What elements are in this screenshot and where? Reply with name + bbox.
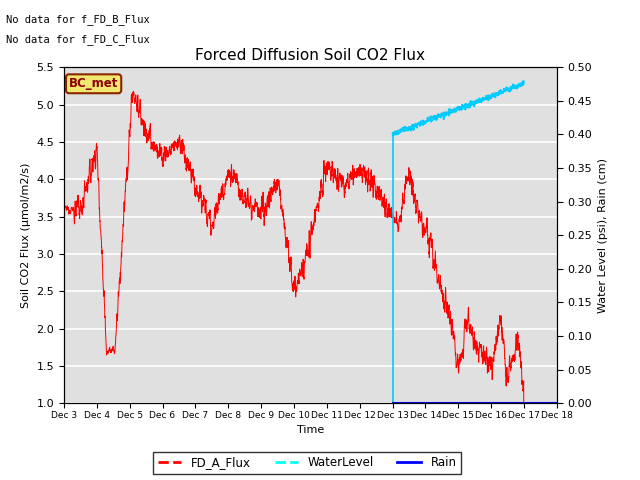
Legend: FD_A_Flux, WaterLevel, Rain: FD_A_Flux, WaterLevel, Rain xyxy=(153,452,461,474)
Text: No data for f_FD_C_Flux: No data for f_FD_C_Flux xyxy=(6,34,150,45)
Title: Forced Diffusion Soil CO2 Flux: Forced Diffusion Soil CO2 Flux xyxy=(195,48,426,63)
Y-axis label: Soil CO2 Flux (μmol/m2/s): Soil CO2 Flux (μmol/m2/s) xyxy=(21,163,31,308)
Text: No data for f_FD_B_Flux: No data for f_FD_B_Flux xyxy=(6,14,150,25)
Y-axis label: Water Level (psi), Rain (cm): Water Level (psi), Rain (cm) xyxy=(598,158,607,312)
Text: BC_met: BC_met xyxy=(69,77,118,90)
X-axis label: Time: Time xyxy=(297,425,324,435)
